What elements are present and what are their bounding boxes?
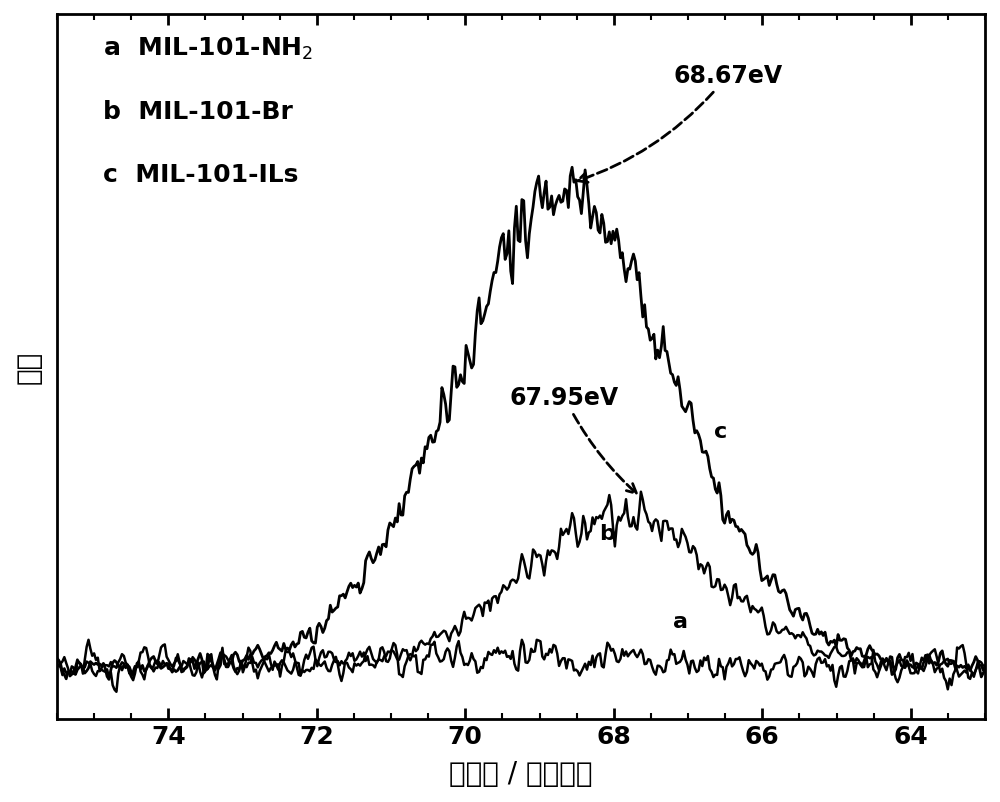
Text: a  MIL-101-NH$_2$: a MIL-101-NH$_2$ [103, 36, 313, 63]
Text: c  MIL-101-ILs: c MIL-101-ILs [103, 163, 299, 187]
Text: 67.95eV: 67.95eV [510, 386, 637, 494]
Text: a: a [673, 611, 688, 631]
X-axis label: 结合能 / 电子伏特: 结合能 / 电子伏特 [449, 759, 593, 787]
Y-axis label: 强度: 强度 [15, 350, 43, 383]
Text: b  MIL-101-Br: b MIL-101-Br [103, 99, 293, 124]
Text: 68.67eV: 68.67eV [578, 64, 782, 183]
Text: c: c [714, 421, 727, 441]
Text: b: b [599, 524, 615, 544]
